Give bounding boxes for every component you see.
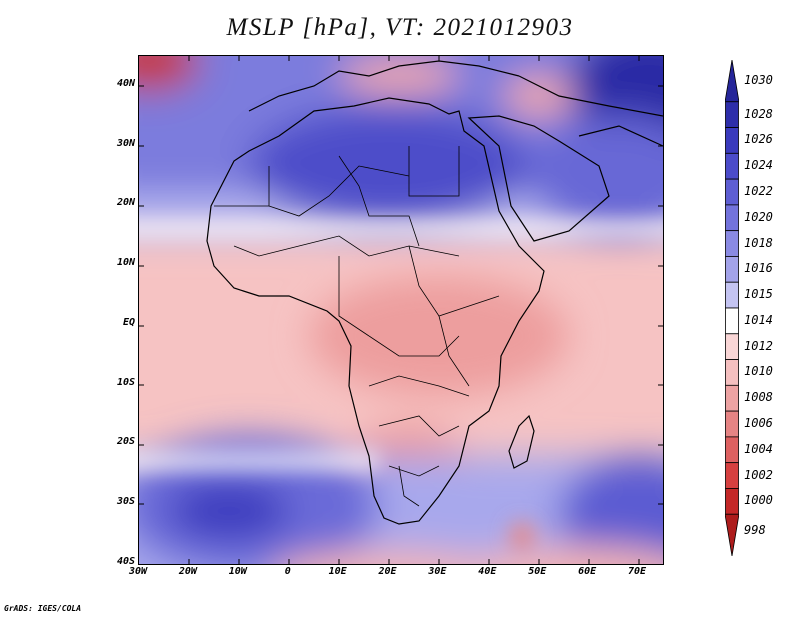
colorbar-segment xyxy=(725,384,739,412)
lat-tick-label: 30S xyxy=(116,496,135,508)
pressure-field xyxy=(139,56,663,564)
lon-tick-label: 60E xyxy=(578,566,597,577)
colorbar-segment xyxy=(725,307,739,335)
lon-tick-label: 10W xyxy=(228,566,247,577)
colorbar-segment xyxy=(725,152,739,180)
colorbar-segment xyxy=(725,281,739,309)
coastlines xyxy=(206,60,663,525)
country-borders xyxy=(214,146,500,507)
colorbar-level-label: 1020 xyxy=(744,209,773,224)
colorbar-level-label: 1015 xyxy=(744,287,773,302)
colorbar-level-label: 1012 xyxy=(744,338,773,353)
colorbar-level-label: 1024 xyxy=(744,158,773,173)
lon-tick-label: 10E xyxy=(328,566,347,577)
lat-tick-label: 30N xyxy=(116,137,135,149)
lon-tick-label: 0 xyxy=(284,566,291,577)
colorbar-segment xyxy=(725,462,739,489)
colorbar-segment xyxy=(725,230,739,257)
lon-tick-label: 20W xyxy=(178,566,197,577)
lat-tick-label: 40N xyxy=(116,77,135,89)
credit-text: GrADS: IGES/COLA xyxy=(4,604,82,613)
map-panel xyxy=(138,55,664,565)
colorbar-level-label: 1008 xyxy=(744,390,773,405)
chart-title: MSLP [hPa], VT: 2021012903 xyxy=(226,14,574,41)
colorbar-segment xyxy=(725,204,739,232)
colorbar-segment xyxy=(725,101,739,128)
colorbar-segment xyxy=(725,488,739,515)
map-svg xyxy=(139,56,663,564)
lon-tick-label: 30E xyxy=(428,566,447,577)
colorbar-segment xyxy=(725,256,739,283)
lon-tick-label: 20E xyxy=(378,566,397,577)
lat-tick-label: 20N xyxy=(116,197,135,209)
colorbar-level-label: 1006 xyxy=(744,416,773,430)
colorbar-level-label: 1026 xyxy=(744,132,773,147)
lon-tick-label: 50E xyxy=(528,566,547,577)
colorbar-level-label: 1014 xyxy=(744,312,773,327)
colorbar-level-label: 1004 xyxy=(744,441,773,456)
lat-tick-label: EQ xyxy=(122,316,135,328)
colorbar-level-label: 1030 xyxy=(744,72,773,87)
lat-tick-label: 20S xyxy=(116,436,135,448)
lon-tick-label: 40E xyxy=(478,566,497,577)
colorbar-level-label: 1002 xyxy=(744,467,773,482)
colorbar-level-label: 1018 xyxy=(744,235,773,250)
colorbar-segment xyxy=(725,127,739,154)
colorbar-segment xyxy=(725,513,739,556)
colorbar-level-label: 1010 xyxy=(744,364,773,379)
colorbar xyxy=(725,60,739,556)
lon-tick-label: 30W xyxy=(128,566,148,577)
colorbar-level-label: 998 xyxy=(744,523,766,538)
colorbar-level-label: 1028 xyxy=(744,106,773,121)
colorbar-segment xyxy=(725,436,739,464)
colorbar-level-label: 1016 xyxy=(744,261,773,276)
colorbar-segment xyxy=(725,60,739,103)
colorbar-segment xyxy=(725,178,739,206)
lat-tick-label: 10N xyxy=(116,257,135,269)
colorbar-segment xyxy=(725,359,739,386)
lat-tick-label: 40S xyxy=(116,556,135,567)
colorbar-level-label: 1000 xyxy=(744,493,773,508)
lat-tick-label: 10S xyxy=(116,376,135,388)
colorbar-segment xyxy=(725,410,739,438)
colorbar-level-label: 1022 xyxy=(744,184,773,198)
colorbar-segment xyxy=(725,333,739,360)
axis-ticks xyxy=(139,56,663,564)
lon-tick-label: 70E xyxy=(628,566,647,577)
